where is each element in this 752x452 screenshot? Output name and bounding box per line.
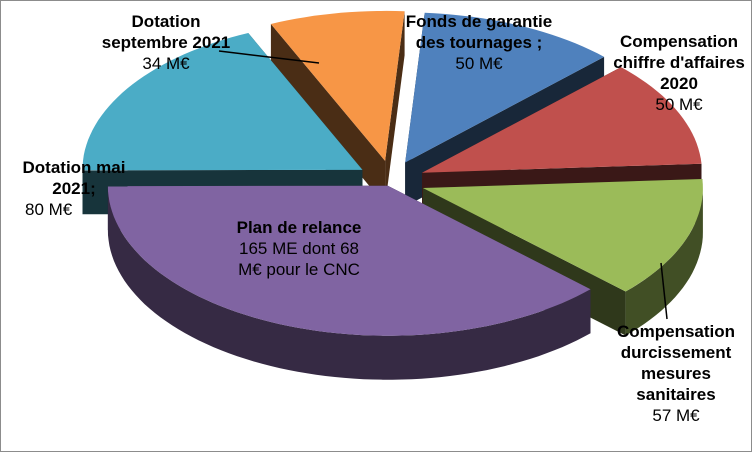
slice-label-value: 50 M€ — [455, 54, 503, 73]
pie-slice-side — [625, 188, 703, 336]
pie-slice-top — [107, 185, 591, 336]
slice-label-dotation-septembre: Dotation septembre 2021 34 M€ — [101, 11, 231, 74]
pie-slice-side — [107, 186, 591, 380]
slice-label-name: Plan de relance — [236, 218, 362, 237]
pie-slice-top — [82, 33, 363, 171]
slice-label-name: Dotation septembre 2021 — [101, 12, 231, 52]
pie-slice-top — [422, 179, 703, 292]
slice-label-plan-relance: Plan de relance 165 ME dont 68 M€ pour l… — [209, 217, 389, 280]
leader-line-dotation-septembre — [218, 50, 320, 64]
slice-label-value: 80 M€ — [25, 200, 73, 219]
slice-label-fonds-garantie: Fonds de garantie des tournages ; 50 M€ — [399, 11, 559, 74]
slice-label-value: 50 M€ — [655, 95, 703, 114]
slice-label-name: Fonds de garantie des tournages ; — [405, 12, 553, 52]
slice-label-value: 165 ME dont 68 M€ pour le CNC — [238, 239, 360, 279]
pie-slice-wall — [385, 11, 405, 205]
leader-line-compensation-sanitaires — [660, 262, 668, 320]
slice-label-value: 57 M€ — [652, 406, 700, 425]
slice-label-dotation-mai: Dotation mai 2021; 80 M€ — [9, 157, 139, 220]
slice-label-compensation-ca: Compensation chiffre d'affaires 2020 50 … — [609, 31, 749, 115]
pie-slice-top — [405, 12, 605, 163]
slice-label-name: Compensation chiffre d'affaires 2020 — [613, 32, 745, 93]
slice-label-name: Dotation mai 2021; — [22, 158, 126, 198]
pie-slice-wall — [270, 24, 386, 205]
pie-slice-top — [422, 67, 702, 173]
slice-label-value: 34 M€ — [142, 54, 190, 73]
slice-label-compensation-sanitaires: Compensation durcissement mesures sanita… — [601, 321, 751, 426]
slice-label-name: Compensation durcissement mesures sanita… — [616, 322, 736, 404]
pie-slice-top — [270, 10, 405, 161]
